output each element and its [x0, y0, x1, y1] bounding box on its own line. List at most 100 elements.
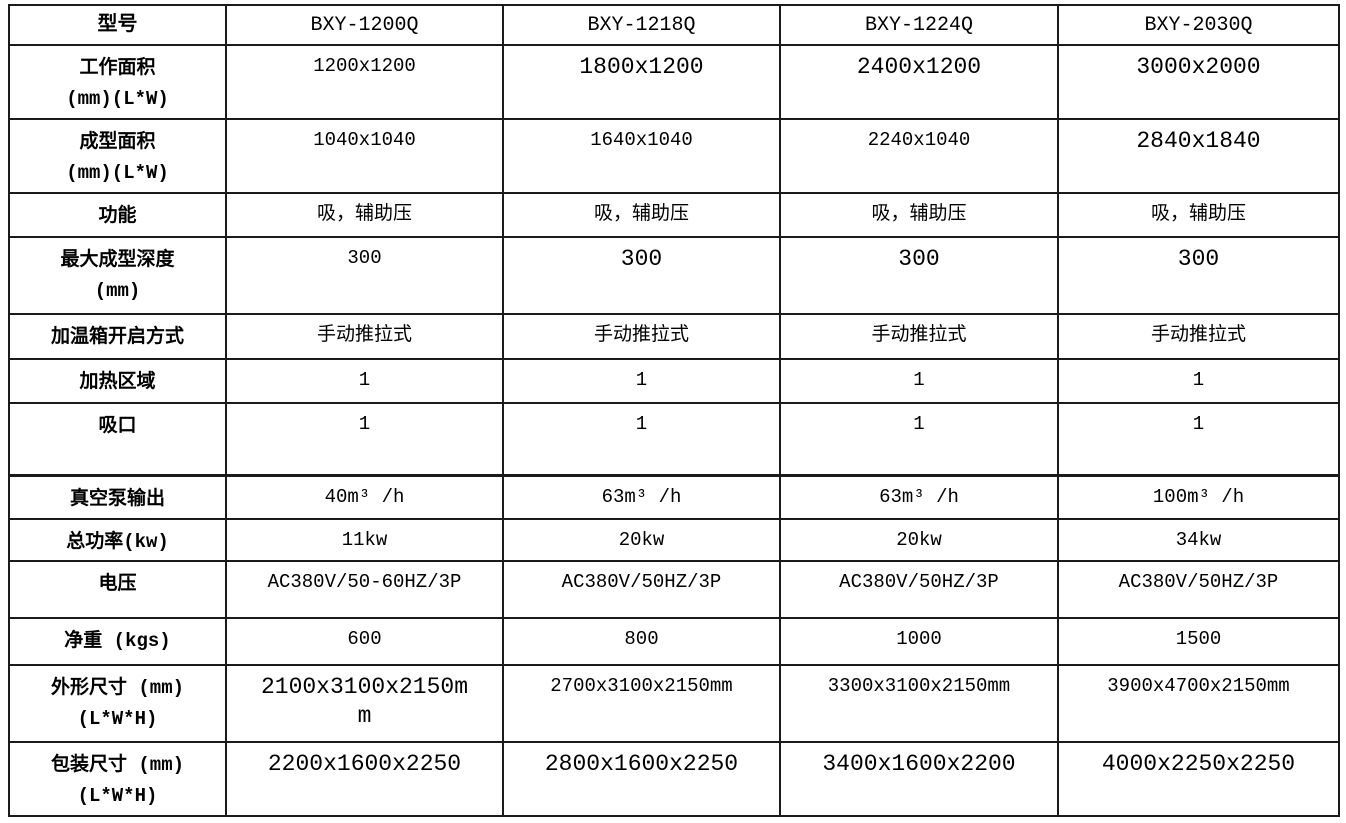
spec-row-label-line: 包装尺寸 (mm): [50, 753, 184, 776]
spec-value-cell: 1: [502, 401, 781, 477]
spec-value-cell: 吸，辅助压: [779, 191, 1059, 238]
spec-row: 成型面积 (mm)(L*W) 1040x1040 1640x1040 2240x1040…: [8, 118, 1340, 194]
spec-value-cell: 吸，辅助压: [502, 191, 781, 238]
spec-value-cell: 600: [225, 616, 504, 666]
spec-value-cell: 300: [502, 235, 781, 315]
spec-row-label: 功能: [8, 191, 227, 238]
spec-value-cell: 63m³ /h: [502, 474, 781, 520]
spec-row-label: 外形尺寸 (mm) (L*W*H): [8, 663, 227, 743]
spec-value-cell: 3000x2000: [1057, 44, 1340, 120]
spec-value-cell: 手动推拉式: [225, 312, 504, 360]
spec-row-label-line: 加热区域: [79, 370, 156, 393]
spec-value-cell: 3900x4700x2150mm: [1057, 663, 1340, 743]
spec-row-label: 电压: [8, 559, 227, 619]
spec-row-label-line: 电压: [98, 572, 137, 595]
spec-value-cell: 2200x1600x2250: [225, 740, 504, 817]
spec-row-label-line: 最大成型深度: [60, 248, 175, 271]
spec-row: 包装尺寸 (mm) (L*W*H) 2200x1600x2250 2800x1600x…: [8, 740, 1340, 817]
spec-value-cell: 11kw: [225, 517, 504, 562]
spec-row-label-line: (L*W*H): [77, 708, 158, 731]
spec-value-cell: 2700x3100x2150mm: [502, 663, 781, 743]
spec-value-cell: 1: [225, 357, 504, 404]
spec-row-label-line: 净重 (kgs): [64, 629, 171, 652]
spec-value-cell: 1: [502, 357, 781, 404]
spec-value-cell: 20kw: [779, 517, 1059, 562]
spec-value-cell: 1200x1200: [225, 44, 504, 120]
spec-value-cell: 1: [225, 401, 504, 477]
model-column-header: 型号: [8, 4, 227, 46]
spec-row: 功能 吸，辅助压 吸，辅助压 吸，辅助压 吸，辅助压: [8, 191, 1340, 238]
spec-value-cell: 手动推拉式: [779, 312, 1059, 360]
spec-row-label: 加温箱开启方式: [8, 312, 227, 360]
spec-value-cell: 2800x1600x2250: [502, 740, 781, 817]
spec-value-cell: 300: [1057, 235, 1340, 315]
spec-row: 外形尺寸 (mm) (L*W*H) 2100x3100x2150mm 2700x310…: [8, 663, 1340, 743]
spec-row-label-line: 外形尺寸 (mm): [50, 676, 184, 699]
spec-row-label-line: (mm)(L*W): [66, 162, 169, 185]
spec-row-label-line: 总功率(kw): [66, 530, 169, 553]
spec-value-cell: 34kw: [1057, 517, 1340, 562]
spec-value-cell: 吸，辅助压: [1057, 191, 1340, 238]
spec-value-cell: 1: [779, 357, 1059, 404]
model-name: BXY-1200Q: [225, 4, 504, 46]
spec-value-cell: 1800x1200: [502, 44, 781, 120]
model-name: BXY-2030Q: [1057, 4, 1340, 46]
spec-value-cell: 3400x1600x2200: [779, 740, 1059, 817]
spec-value-cell: 2100x3100x2150mm: [225, 663, 504, 743]
spec-value-cell: 手动推拉式: [502, 312, 781, 360]
spec-row: 总功率(kw) 11kw 20kw 20kw 34kw: [8, 517, 1340, 562]
spec-value-cell: 63m³ /h: [779, 474, 1059, 520]
spec-row-label: 包装尺寸 (mm) (L*W*H): [8, 740, 227, 817]
spec-value-cell: 手动推拉式: [1057, 312, 1340, 360]
spec-value-cell: 1640x1040: [502, 118, 781, 194]
spec-table: 型号 BXY-1200Q BXY-1218Q BXY-1224Q BXY-203…: [8, 4, 1340, 817]
spec-row-label: 总功率(kw): [8, 517, 227, 562]
spec-row-label: 加热区域: [8, 357, 227, 404]
spec-value-cell: 40m³ /h: [225, 474, 504, 520]
spec-row-label-line: 加温箱开启方式: [50, 325, 184, 348]
spec-row: 吸口 1 1 1 1: [8, 401, 1340, 477]
spec-value-cell: 300: [225, 235, 504, 315]
spec-value-cell: AC380V/50HZ/3P: [502, 559, 781, 619]
spec-value-cell: 2400x1200: [779, 44, 1059, 120]
spec-value-cell: 2840x1840: [1057, 118, 1340, 194]
spec-row: 电压 AC380V/50-60HZ/3P AC380V/50HZ/3P AC380V/…: [8, 559, 1340, 619]
spec-value-cell: AC380V/50HZ/3P: [779, 559, 1059, 619]
spec-value-cell: 1: [779, 401, 1059, 477]
spec-value-cell: AC380V/50-60HZ/3P: [225, 559, 504, 619]
spec-row: 加温箱开启方式 手动推拉式 手动推拉式 手动推拉式 手动推拉式: [8, 312, 1340, 360]
spec-row-label-line: (L*W*H): [77, 785, 158, 808]
spec-value-cell: 1500: [1057, 616, 1340, 666]
spec-value-cell: 20kw: [502, 517, 781, 562]
spec-row: 真空泵输出 40m³ /h 63m³ /h 63m³ /h 100m³ /h: [8, 474, 1340, 520]
spec-row: 最大成型深度 (mm) 300 300 300 300: [8, 235, 1340, 315]
spec-row-label-line: (mm)(L*W): [66, 88, 169, 111]
spec-row-label-line: 真空泵输出: [69, 488, 165, 511]
spec-value-cell: AC380V/50HZ/3P: [1057, 559, 1340, 619]
spec-row-label: 工作面积 (mm)(L*W): [8, 44, 227, 120]
model-name: BXY-1218Q: [502, 4, 781, 46]
spec-row-label: 吸口: [8, 401, 227, 477]
spec-row-label: 真空泵输出: [8, 474, 227, 520]
spec-value-cell: 100m³ /h: [1057, 474, 1340, 520]
spec-value-cell: 1: [1057, 357, 1340, 404]
spec-value-text: 2100x3100x2150mm: [260, 673, 469, 729]
spec-value-cell: 2240x1040: [779, 118, 1059, 194]
spec-row-label: 成型面积 (mm)(L*W): [8, 118, 227, 194]
spec-value-cell: 1: [1057, 401, 1340, 477]
spec-value-cell: 3300x3100x2150mm: [779, 663, 1059, 743]
model-name: BXY-1224Q: [779, 4, 1059, 46]
spec-row-label-line: 吸口: [98, 414, 137, 437]
spec-row-label: 最大成型深度 (mm): [8, 235, 227, 315]
spec-row-label: 净重 (kgs): [8, 616, 227, 666]
spec-table-body: 工作面积 (mm)(L*W) 1200x1200 1800x1200 2400x1200…: [8, 44, 1340, 817]
spec-row-label-line: 工作面积: [79, 57, 156, 79]
header-row: 型号 BXY-1200Q BXY-1218Q BXY-1224Q BXY-203…: [8, 4, 1340, 46]
spec-row: 净重 (kgs) 600 800 1000 1500: [8, 616, 1340, 666]
spec-value-cell: 1000: [779, 616, 1059, 666]
spec-row-label-line: 功能: [98, 204, 137, 227]
spec-value-cell: 800: [502, 616, 781, 666]
spec-value-cell: 1040x1040: [225, 118, 504, 194]
spec-value-cell: 4000x2250x2250: [1057, 740, 1340, 817]
spec-row: 工作面积 (mm)(L*W) 1200x1200 1800x1200 2400x1200…: [8, 44, 1340, 120]
